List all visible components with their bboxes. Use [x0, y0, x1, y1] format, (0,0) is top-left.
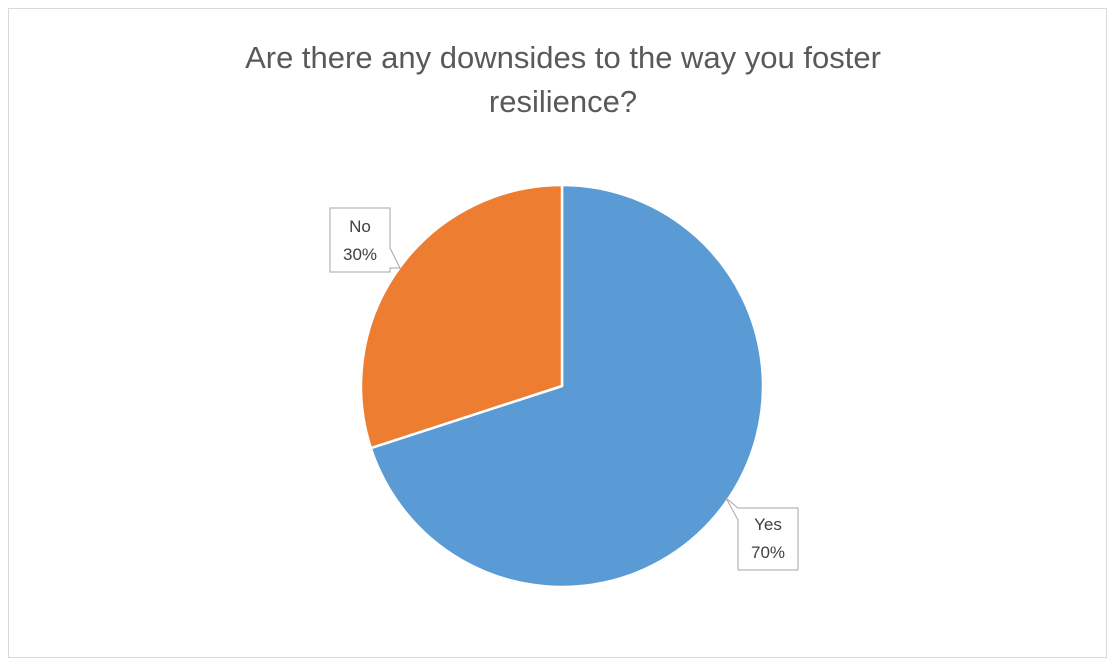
data-label-yes: Yes 70%: [725, 497, 799, 571]
data-label-no-value: 30%: [343, 245, 377, 264]
callout-box-yes: [725, 497, 799, 571]
data-label-no-category: No: [349, 217, 371, 236]
data-label-no: No 30%: [329, 207, 401, 273]
pie-slices: [359, 183, 765, 589]
callout-box-no: [329, 207, 401, 273]
data-label-yes-category: Yes: [754, 515, 782, 534]
pie-slice-yes: [369, 183, 765, 589]
chart-title-line-2: resilience?: [488, 84, 638, 119]
chart-title: Are there any downsides to the way you f…: [0, 36, 1110, 124]
data-label-yes-value: 70%: [751, 543, 785, 562]
chart-title-line-1: Are there any downsides to the way you f…: [245, 40, 881, 75]
